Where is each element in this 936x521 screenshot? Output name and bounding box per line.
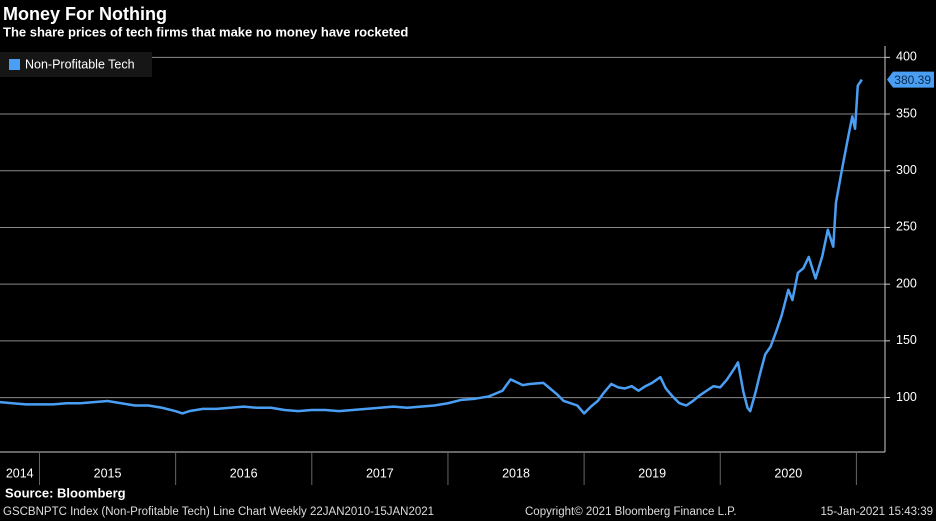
y-tick-label: 350 bbox=[896, 106, 917, 120]
x-tick-label: 2020 bbox=[774, 466, 802, 480]
last-value-tag bbox=[887, 71, 934, 88]
line-series bbox=[0, 78, 863, 415]
chart-title: Money For Nothing bbox=[3, 4, 167, 24]
chart-subtitle: The share prices of tech firms that make… bbox=[3, 24, 408, 39]
footer-left: GSCBNPTC Index (Non-Profitable Tech) Lin… bbox=[3, 506, 434, 518]
y-tick-label: 300 bbox=[896, 163, 917, 177]
x-tick-label: 2016 bbox=[230, 466, 258, 480]
footer-right: 15-Jan-2021 15:43:39 bbox=[820, 506, 933, 518]
y-tick-label: 400 bbox=[896, 50, 917, 64]
last-value-label: 380.39 bbox=[894, 73, 931, 87]
source: Source: Bloomberg bbox=[5, 485, 126, 500]
legend-swatch bbox=[9, 59, 20, 70]
x-tick-label: 2014 bbox=[6, 466, 34, 480]
x-tick-label: 2019 bbox=[638, 466, 666, 480]
x-tick-label: 2015 bbox=[94, 466, 122, 480]
x-tick-label: 2017 bbox=[366, 466, 394, 480]
y-tick-label: 100 bbox=[896, 390, 917, 404]
y-tick-label: 200 bbox=[896, 276, 917, 290]
y-tick-label: 250 bbox=[896, 220, 917, 234]
y-tick-label: 150 bbox=[896, 333, 917, 347]
legend-label: Non-Profitable Tech bbox=[25, 57, 135, 71]
legend-box bbox=[0, 52, 152, 77]
x-tick-label: 2018 bbox=[502, 466, 530, 480]
footer-center: Copyright© 2021 Bloomberg Finance L.P. bbox=[525, 506, 737, 518]
